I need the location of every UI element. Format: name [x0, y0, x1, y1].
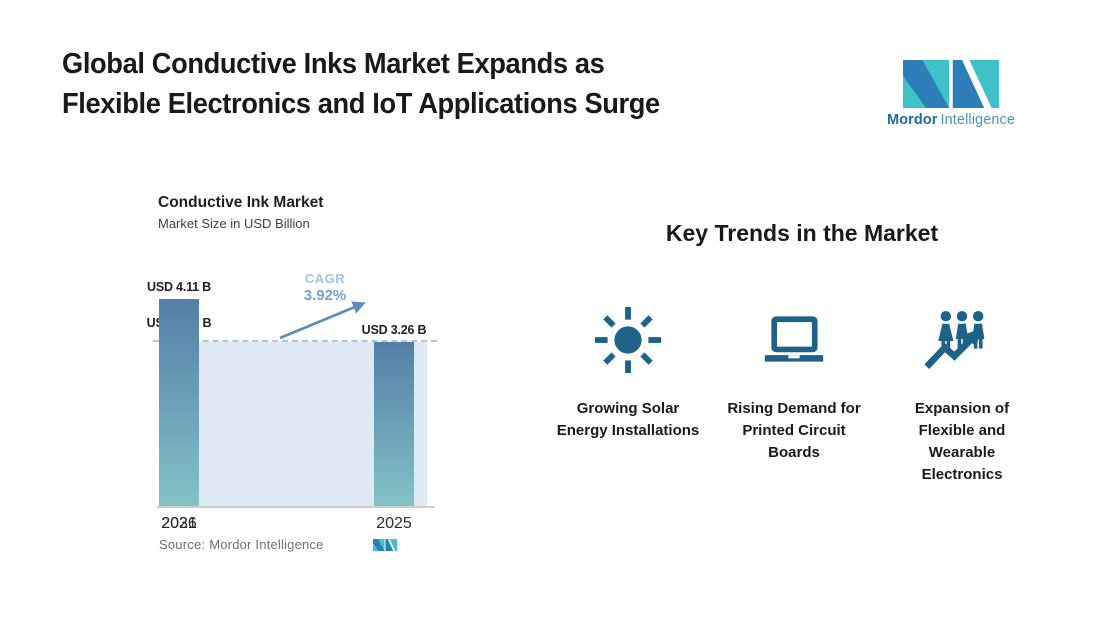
cagr-value: 3.92%: [303, 287, 347, 304]
laptop-icon: [764, 316, 824, 362]
trend-icon-box: [718, 300, 870, 380]
trend-label: Rising Demand for Printed Circuit Boards: [727, 400, 861, 461]
brand-logo: Mordor Intelligence: [886, 60, 1016, 128]
key-trends-section: Key Trends in the Market: [552, 218, 1052, 508]
cagr-annotation: CAGR 3.92%: [287, 271, 363, 304]
trend-item-solar: Growing Solar Energy Installations: [552, 300, 704, 442]
sun-icon: [594, 306, 662, 374]
trend-item-pcb: Rising Demand for Printed Circuit Boards: [718, 300, 870, 464]
axis-tick-2026: 2026: [161, 515, 197, 532]
axis-tick-2025: 2025: [376, 515, 412, 532]
bar-value-label: USD 4.11 B: [146, 280, 212, 295]
chart-subtitle: Market Size in USD Billion: [158, 216, 310, 231]
baseline-dashed-line: [153, 340, 437, 342]
brand-name-bold: Mordor: [886, 112, 938, 128]
key-trends-heading: Key Trends in the Market: [665, 220, 939, 246]
market-size-chart: Conductive Ink Market Market Size in USD…: [147, 190, 447, 575]
source-name: Mordor Intelligence: [209, 537, 324, 552]
axis-tick-2031: 2031: [161, 515, 197, 532]
x-axis-line: [157, 506, 435, 508]
bar-value-label: USD 3.26 B: [361, 323, 427, 338]
bar-2025: [374, 342, 414, 507]
page-title: Global Conductive Inks Market Expands as…: [62, 44, 698, 124]
chart-title: Conductive Ink Market: [158, 194, 324, 211]
source-prefix: Source:: [159, 537, 206, 552]
brand-name: Mordor Intelligence: [886, 112, 1016, 128]
chart-source: Source: Mordor Intelligence: [159, 537, 324, 552]
trend-label: Expansion of Flexible and Wearable Elect…: [914, 400, 1010, 483]
cagr-label: CAGR: [304, 271, 346, 286]
chart-plot-area: USD 3.26 B 2025 USD 3.39 B 2026 USD 4.11…: [147, 270, 437, 532]
page-title-line2: Flexible Electronics and IoT Application…: [62, 88, 660, 120]
mordor-intelligence-mini-logo-icon: [373, 539, 397, 551]
trend-label: Growing Solar Energy Installations: [556, 400, 700, 439]
bar-2031: [159, 299, 199, 507]
trend-icon-box: [552, 300, 704, 380]
trend-icon-box: [884, 300, 1040, 380]
mordor-intelligence-logo-icon: [903, 60, 999, 108]
trend-item-wearables: Expansion of Flexible and Wearable Elect…: [884, 300, 1040, 486]
brand-name-light: Intelligence: [940, 112, 1016, 128]
page-title-line1: Global Conductive Inks Market Expands as: [62, 48, 605, 80]
people-growth-icon: [924, 310, 985, 369]
